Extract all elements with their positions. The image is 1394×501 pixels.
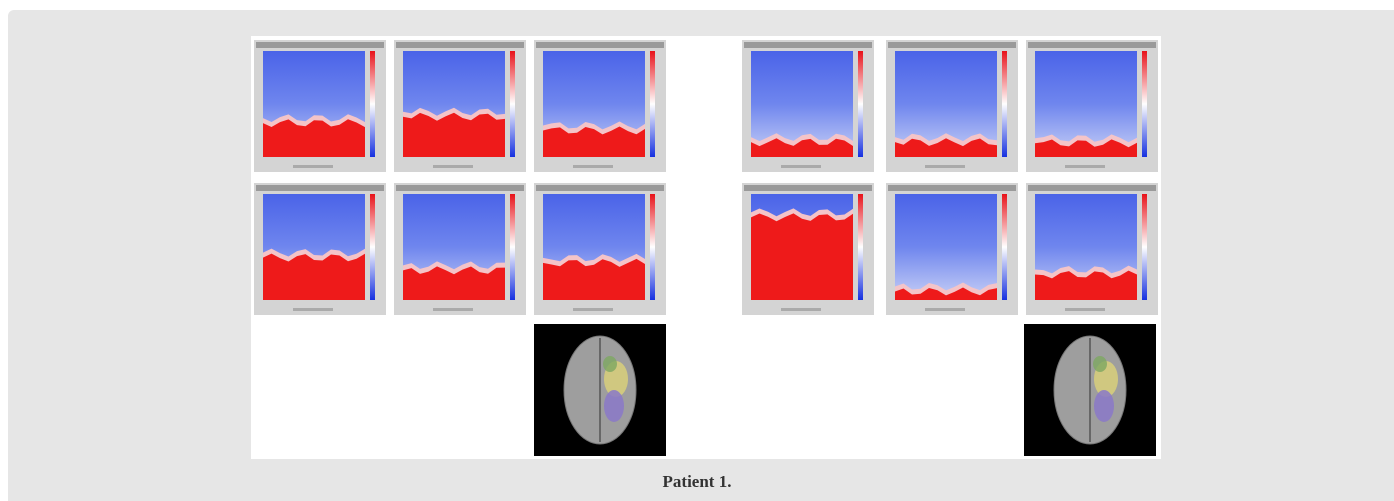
panel-titlebar bbox=[256, 42, 384, 48]
axis-label-strip bbox=[433, 165, 473, 168]
spectrogram-panel bbox=[742, 183, 874, 315]
figure-image bbox=[251, 36, 1161, 459]
spectrogram-panel bbox=[886, 183, 1018, 315]
brain-image bbox=[534, 324, 666, 456]
axis-label-strip bbox=[1065, 165, 1105, 168]
spectrogram-panel bbox=[534, 183, 666, 315]
spectrogram-panel bbox=[254, 40, 386, 172]
band-high bbox=[403, 112, 505, 157]
panel-titlebar bbox=[536, 42, 664, 48]
region-green bbox=[1093, 356, 1107, 372]
spectrogram-panel bbox=[394, 183, 526, 315]
spectrogram-panel bbox=[1026, 40, 1158, 172]
band-high bbox=[403, 266, 505, 300]
colorbar bbox=[858, 194, 863, 300]
region-purple bbox=[604, 390, 624, 422]
spectrogram-panel bbox=[534, 40, 666, 172]
colorbar bbox=[650, 51, 655, 157]
spectrogram-panel bbox=[742, 40, 874, 172]
axis-label-strip bbox=[1065, 308, 1105, 311]
axis-label-strip bbox=[293, 308, 333, 311]
colorbar bbox=[510, 194, 515, 300]
colorbar bbox=[1142, 194, 1147, 300]
axis-label-strip bbox=[781, 308, 821, 311]
axis-label-strip bbox=[573, 308, 613, 311]
band-high bbox=[543, 258, 645, 300]
colorbar bbox=[1002, 51, 1007, 157]
colorbar bbox=[650, 194, 655, 300]
band-high bbox=[543, 126, 645, 157]
band-high bbox=[751, 213, 853, 300]
colorbar bbox=[1142, 51, 1147, 157]
panel-titlebar bbox=[888, 185, 1016, 191]
axis-label-strip bbox=[293, 165, 333, 168]
band-high bbox=[263, 119, 365, 157]
panel-titlebar bbox=[396, 42, 524, 48]
spectrogram-panel bbox=[1026, 183, 1158, 315]
colorbar bbox=[370, 194, 375, 300]
colorbar bbox=[370, 51, 375, 157]
axis-label-strip bbox=[925, 165, 965, 168]
panel-titlebar bbox=[536, 185, 664, 191]
band-high bbox=[895, 138, 997, 157]
band-high bbox=[751, 138, 853, 157]
panel-titlebar bbox=[744, 42, 872, 48]
axis-label-strip bbox=[433, 308, 473, 311]
axis-label-strip bbox=[781, 165, 821, 168]
brain-image bbox=[1024, 324, 1156, 456]
band-high bbox=[1035, 139, 1137, 157]
region-green bbox=[603, 356, 617, 372]
spectrogram-panel bbox=[886, 40, 1018, 172]
band-high bbox=[895, 287, 997, 300]
band-high bbox=[263, 253, 365, 300]
colorbar bbox=[858, 51, 863, 157]
spectrogram-panel bbox=[394, 40, 526, 172]
axis-label-strip bbox=[573, 165, 613, 168]
spectrogram-panel bbox=[254, 183, 386, 315]
panel-titlebar bbox=[256, 185, 384, 191]
axis-label-strip bbox=[925, 308, 965, 311]
band-high bbox=[1035, 270, 1137, 300]
panel-titlebar bbox=[888, 42, 1016, 48]
region-purple bbox=[1094, 390, 1114, 422]
panel-titlebar bbox=[1028, 42, 1156, 48]
panel-titlebar bbox=[396, 185, 524, 191]
panel-titlebar bbox=[744, 185, 872, 191]
colorbar bbox=[1002, 194, 1007, 300]
colorbar bbox=[510, 51, 515, 157]
plot-area bbox=[895, 194, 997, 300]
band-glow bbox=[895, 282, 997, 295]
figure-caption: Patient 1. bbox=[662, 472, 732, 491]
panel-titlebar bbox=[1028, 185, 1156, 191]
